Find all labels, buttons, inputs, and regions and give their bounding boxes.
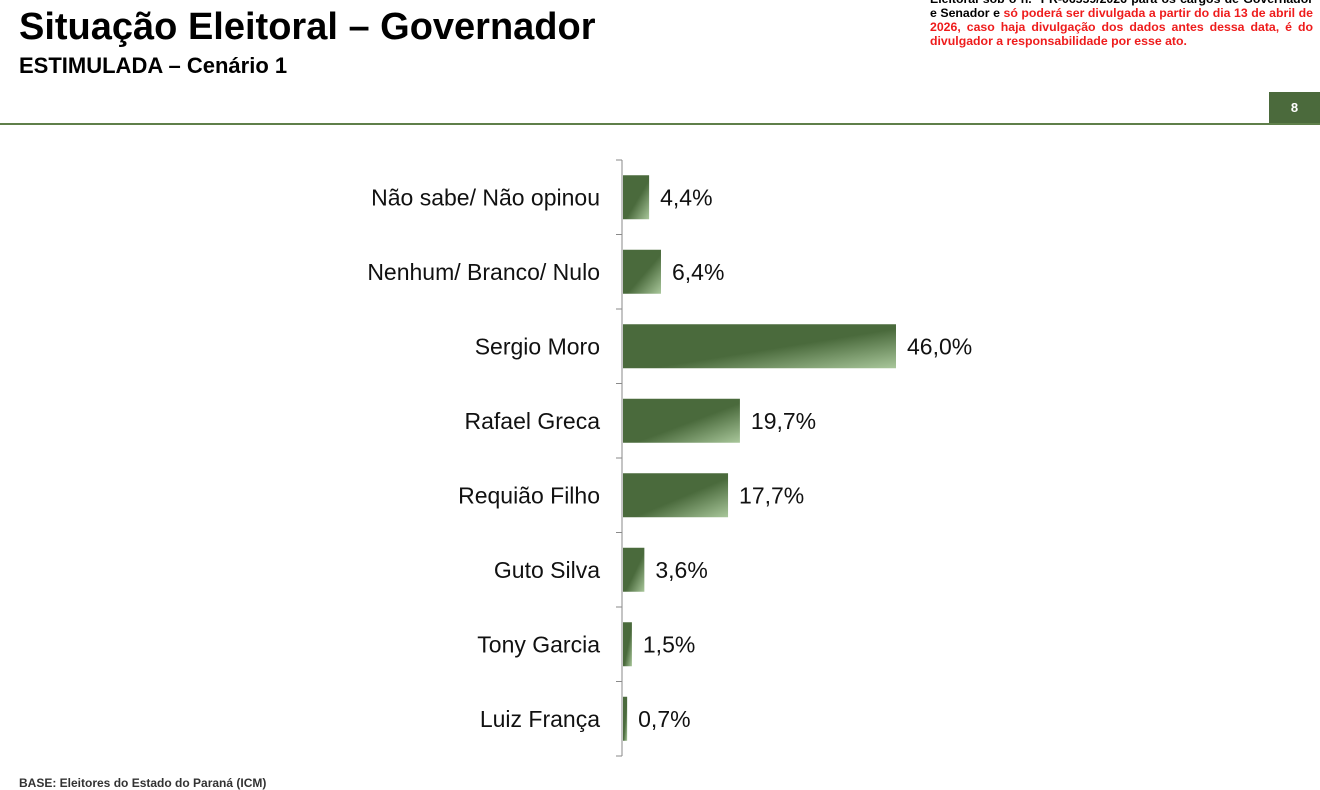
data-label: 4,4% <box>660 184 712 210</box>
footer-base-note: BASE: Eleitores do Estado do Paraná (ICM… <box>19 776 267 790</box>
disclaimer-notice: Eleitoral sob o n.° PR-06559/2026 para o… <box>930 0 1313 48</box>
page-title: Situação Eleitoral – Governador <box>19 6 596 48</box>
bar <box>623 398 740 443</box>
bar <box>623 547 645 592</box>
category-label: Rafael Greca <box>464 408 600 434</box>
bar <box>623 249 661 294</box>
category-label: Não sabe/ Não opinou <box>371 184 600 210</box>
category-label: Nenhum/ Branco/ Nulo <box>367 259 600 285</box>
bar <box>623 175 650 220</box>
data-label: 17,7% <box>739 482 804 508</box>
category-label: Guto Silva <box>494 557 600 583</box>
page-number-badge: 8 <box>1269 92 1320 123</box>
disclaimer-warning: só poderá ser divulgada a partir do dia … <box>930 6 1313 48</box>
data-label: 3,6% <box>655 557 707 583</box>
category-label: Luiz França <box>480 706 600 732</box>
data-label: 46,0% <box>907 333 972 359</box>
data-label: 0,7% <box>638 706 690 732</box>
data-label: 6,4% <box>672 259 724 285</box>
category-label: Requião Filho <box>458 482 600 508</box>
page-subtitle: ESTIMULADA – Cenário 1 <box>19 53 288 78</box>
category-label: Tony Garcia <box>477 631 600 657</box>
header-divider <box>0 123 1320 125</box>
bar <box>623 473 729 518</box>
data-label: 19,7% <box>751 408 816 434</box>
category-label: Sergio Moro <box>475 333 600 359</box>
disclaimer-text: Eleitoral sob o n.° PR-06559/2026 para o… <box>930 0 1313 20</box>
data-label: 1,5% <box>643 631 695 657</box>
bar <box>623 696 628 741</box>
bar <box>623 622 632 667</box>
bar <box>623 324 896 369</box>
bar-chart: Não sabe/ Não opinou 4,4% Nenhum/ Branco/ … <box>367 159 972 757</box>
